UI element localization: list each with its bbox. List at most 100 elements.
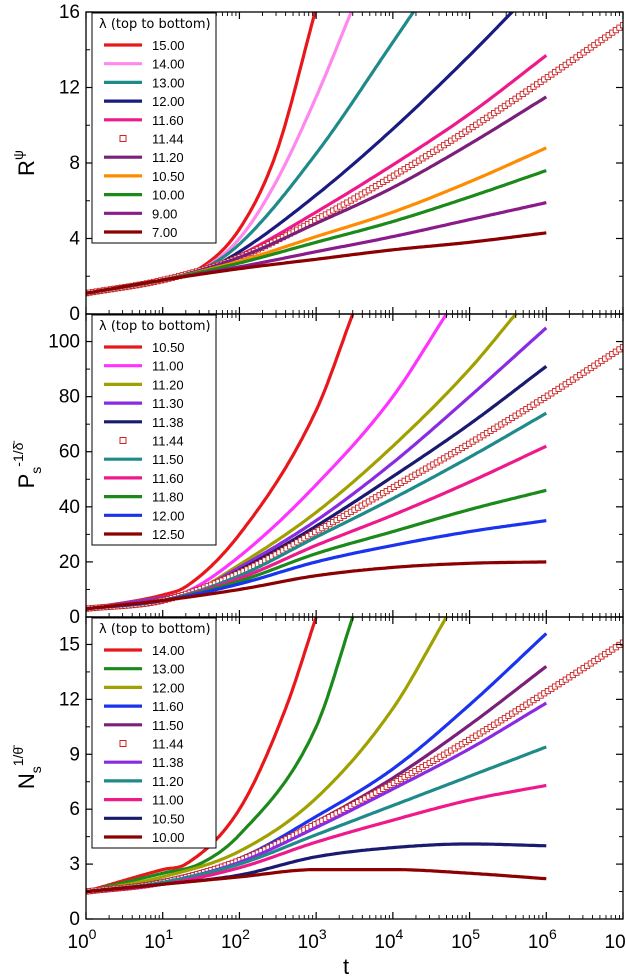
panel-2-series [86, 314, 623, 612]
legend-swatch [119, 437, 127, 444]
legend-label: 12.00 [152, 680, 185, 695]
legend-label: 11.60 [152, 471, 184, 486]
x-tick-label-base: 10 [451, 932, 472, 953]
legend-label: 12.00 [152, 94, 185, 109]
plot-layer: 0 4 8 12 16 Rψ λ (top to bottom) 15.00 14.00 13.0… [10, 2, 626, 953]
legend-label: 13.00 [152, 662, 185, 677]
x-tick-label-base: 10 [374, 932, 395, 953]
x-tick-label: 103 [298, 926, 327, 953]
y-axis-label-sup: ψ [10, 150, 26, 160]
series-line-11.20 [86, 745, 547, 894]
series-line-7.00 [86, 231, 547, 295]
y-tick-label: 3 [69, 854, 80, 875]
x-tick-label: 102 [221, 926, 250, 953]
legend-box [91, 12, 217, 244]
y-tick-label: 60 [59, 442, 80, 463]
y-axis-label-main: P [14, 474, 39, 489]
y-axis-label: Ps-1/δ̄ [10, 441, 44, 489]
legend-swatch [119, 135, 127, 142]
x-axis-label: t [343, 954, 349, 979]
x-tick-label-exp: 3 [319, 926, 327, 942]
y-axis-label-sup: 1/θ̄ [10, 745, 26, 766]
y-tick-label: 0 [69, 304, 80, 325]
legend-label: 11.20 [152, 150, 184, 165]
legend-label: 11.60 [152, 113, 184, 128]
legend-label: 12.50 [152, 527, 185, 542]
legend-label: 14.00 [152, 57, 185, 72]
y-axis-label: Rψ [10, 150, 39, 176]
y-tick-label: 0 [69, 909, 80, 930]
series-line-10.00 [86, 868, 547, 894]
y-tick-label: 20 [59, 552, 80, 573]
y-tick-label: 80 [59, 387, 80, 408]
panel-1: 0 4 8 12 16 Rψ λ (top to bottom) 15.00 14.00 13.0… [10, 2, 624, 325]
legend-label: 12.00 [152, 508, 185, 523]
y-tick-label: 16 [59, 2, 80, 23]
legend: λ (top to bottom) 14.00 13.00 12.00 11.60 11.… [91, 617, 217, 849]
legend-label: 11.00 [152, 359, 184, 374]
legend-label: 11.44 [152, 737, 184, 752]
x-tick-label: 104 [374, 926, 403, 953]
x-tick-label: 106 [528, 926, 557, 953]
legend-label: 13.00 [152, 75, 185, 90]
marker-point [619, 344, 623, 351]
x-tick-label-base: 10 [298, 932, 319, 953]
legend-label: 11.20 [152, 377, 184, 392]
y-tick-label: 100 [48, 332, 80, 353]
y-axis-label: Ns1/θ̄ [10, 745, 44, 789]
y-axis-label-sub: s [28, 467, 44, 474]
x-tick-label-base: 10 [221, 932, 242, 953]
y-tick-label: 0 [69, 607, 80, 628]
y-tick-label: 12 [59, 689, 80, 710]
legend-label: 10.50 [152, 811, 185, 826]
legend-label: 10.00 [152, 188, 185, 203]
marker-point [619, 639, 623, 646]
x-tick-label-exp: 5 [472, 926, 480, 942]
legend-label: 11.50 [152, 718, 184, 733]
legend-box [91, 314, 217, 546]
legend-label: 10.50 [152, 340, 185, 355]
legend-label: 11.50 [152, 452, 184, 467]
marker-point [619, 22, 623, 29]
y-tick-label: 6 [69, 799, 80, 820]
panel-1-series [86, 12, 623, 297]
x-tick-label: 100 [68, 926, 97, 953]
legend-label: 9.00 [152, 206, 177, 221]
y-axis-label-main: N [14, 773, 39, 789]
panel-3: 0 3 6 9 12 15 Ns1/θ̄ λ (top to bottom) 14.00 13.0… [10, 616, 624, 930]
legend-label: 11.80 [152, 490, 184, 505]
panel-2: 0 20 40 60 80 100 Ps-1/δ̄ λ (top to bottom) 10.5… [10, 313, 624, 628]
y-tick-label: 15 [59, 634, 80, 655]
y-axis-label-sup: -1/δ̄ [10, 441, 26, 467]
x-tick-label-exp: 2 [242, 926, 250, 942]
legend-label: 15.00 [152, 38, 185, 53]
legend: λ (top to bottom) 10.50 11.00 11.20 11.30 11.… [91, 314, 217, 546]
y-tick-label: 8 [69, 153, 80, 174]
y-axis-label-main: R [14, 160, 39, 176]
y-tick-label: 40 [59, 497, 80, 518]
x-tick-label-base: 10 [144, 932, 165, 953]
y-tick-label: 12 [59, 78, 80, 99]
x-tick-label-base: 10 [605, 932, 626, 953]
x-tick-label: 105 [451, 926, 480, 953]
series-line-14.00 [86, 617, 318, 894]
legend-label: 11.44 [152, 434, 184, 449]
legend: λ (top to bottom) 15.00 14.00 13.00 12.00 11.… [91, 12, 217, 244]
series-line-12.50 [86, 560, 547, 611]
legend-title: λ (top to bottom) [99, 319, 211, 334]
panel-frame [85, 616, 624, 920]
y-axis-label-sub: s [28, 766, 44, 773]
legend-label: 11.00 [152, 793, 184, 808]
y-tick-label: 9 [69, 744, 80, 765]
legend-label: 11.20 [152, 774, 184, 789]
legend-box [91, 617, 217, 849]
series-line-12.00 [86, 617, 448, 894]
legend-label: 14.00 [152, 643, 185, 658]
legend-title: λ (top to bottom) [99, 17, 211, 32]
y-tick-label: 4 [69, 229, 80, 250]
legend-title: λ (top to bottom) [99, 622, 211, 637]
x-tick-label-exp: 4 [396, 926, 404, 942]
series-line-13.00 [86, 617, 355, 894]
legend-label: 11.60 [152, 699, 184, 714]
